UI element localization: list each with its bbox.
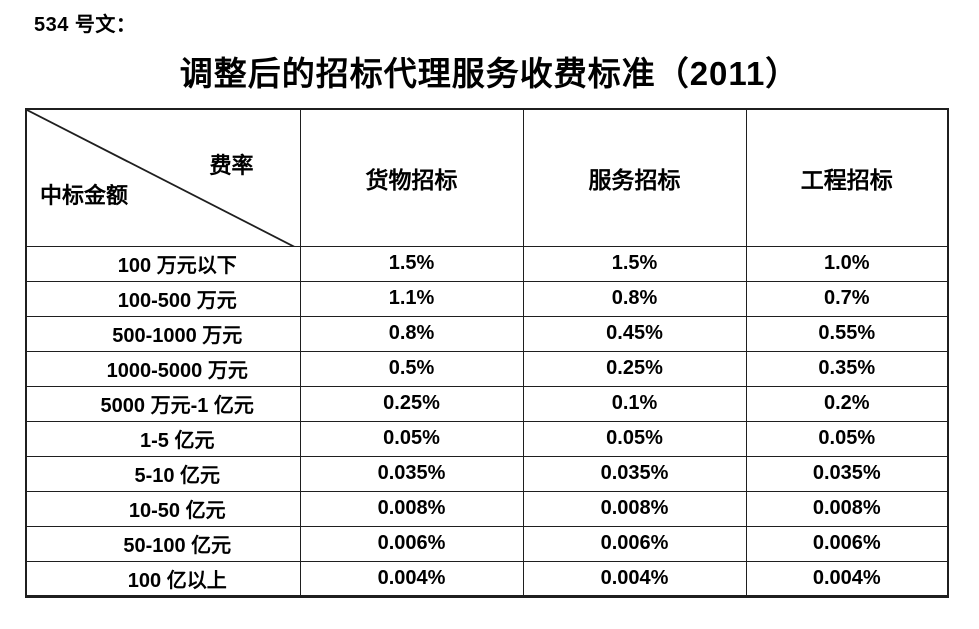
fee-cell: 1.0% bbox=[745, 245, 949, 282]
row-label: 100 亿以上 bbox=[25, 560, 301, 598]
fee-cell: 0.5% bbox=[299, 350, 524, 387]
fee-cell: 0.006% bbox=[522, 525, 747, 562]
table-row: 10-50 亿元 0.008% 0.008% 0.008% bbox=[25, 490, 949, 527]
fee-cell: 0.1% bbox=[522, 385, 747, 422]
row-label: 50-100 亿元 bbox=[25, 525, 301, 562]
fee-rate-table: 费率 中标金额 货物招标 服务招标 工程招标 100 万元以下 1.5% 1.5… bbox=[25, 108, 949, 598]
fee-cell: 0.008% bbox=[522, 490, 747, 527]
table-row: 1-5 亿元 0.05% 0.05% 0.05% bbox=[25, 420, 949, 457]
row-label: 5-10 亿元 bbox=[25, 455, 301, 492]
fee-cell: 0.004% bbox=[745, 560, 949, 598]
table-row: 50-100 亿元 0.006% 0.006% 0.006% bbox=[25, 525, 949, 562]
table-row: 5000 万元-1 亿元 0.25% 0.1% 0.2% bbox=[25, 385, 949, 422]
row-label: 100-500 万元 bbox=[25, 280, 301, 317]
fee-cell: 0.35% bbox=[745, 350, 949, 387]
corner-label-bid-amount: 中标金额 bbox=[40, 182, 129, 208]
fee-cell: 0.05% bbox=[299, 420, 524, 457]
fee-cell: 0.45% bbox=[522, 315, 747, 352]
table-row: 100 万元以下 1.5% 1.5% 1.0% bbox=[25, 245, 949, 282]
col-header-goods: 货物招标 bbox=[299, 108, 524, 247]
fee-cell: 1.5% bbox=[522, 245, 747, 282]
row-label: 10-50 亿元 bbox=[25, 490, 301, 527]
col-header-engineering: 工程招标 bbox=[745, 108, 949, 247]
diagonal-corner-cell: 费率 中标金额 bbox=[25, 108, 301, 247]
fee-cell: 0.035% bbox=[299, 455, 524, 492]
table-row: 100 亿以上 0.004% 0.004% 0.004% bbox=[25, 560, 949, 598]
diagonal-divider-line bbox=[27, 110, 300, 246]
fee-cell: 0.8% bbox=[522, 280, 747, 317]
fee-cell: 0.55% bbox=[745, 315, 949, 352]
fee-cell: 0.008% bbox=[745, 490, 949, 527]
fee-cell: 1.5% bbox=[299, 245, 524, 282]
row-label: 100 万元以下 bbox=[25, 245, 301, 282]
fee-cell: 0.006% bbox=[745, 525, 949, 562]
fee-cell: 0.035% bbox=[745, 455, 949, 492]
fee-cell: 0.004% bbox=[299, 560, 524, 598]
row-label: 5000 万元-1 亿元 bbox=[25, 385, 301, 422]
fee-cell: 0.2% bbox=[745, 385, 949, 422]
col-header-service: 服务招标 bbox=[522, 108, 747, 247]
doc-number: 534 号文： bbox=[34, 14, 137, 36]
row-label: 1000-5000 万元 bbox=[25, 350, 301, 387]
fee-cell: 0.8% bbox=[299, 315, 524, 352]
table-row: 1000-5000 万元 0.5% 0.25% 0.35% bbox=[25, 350, 949, 387]
fee-cell: 0.004% bbox=[522, 560, 747, 598]
fee-cell: 0.05% bbox=[745, 420, 949, 457]
fee-cell: 0.7% bbox=[745, 280, 949, 317]
fee-cell: 0.008% bbox=[299, 490, 524, 527]
fee-cell: 0.006% bbox=[299, 525, 524, 562]
corner-label-fee-rate: 费率 bbox=[209, 153, 254, 178]
page-title: 调整后的招标代理服务收费标准（2011） bbox=[179, 55, 800, 92]
table-row: 500-1000 万元 0.8% 0.45% 0.55% bbox=[25, 315, 949, 352]
fee-cell: 1.1% bbox=[299, 280, 524, 317]
row-label: 1-5 亿元 bbox=[25, 420, 301, 457]
row-label: 500-1000 万元 bbox=[25, 315, 301, 352]
table-row: 5-10 亿元 0.035% 0.035% 0.035% bbox=[25, 455, 949, 492]
fee-cell: 0.05% bbox=[522, 420, 747, 457]
table-header-row: 费率 中标金额 货物招标 服务招标 工程招标 bbox=[25, 108, 949, 247]
fee-cell: 0.035% bbox=[522, 455, 747, 492]
fee-cell: 0.25% bbox=[522, 350, 747, 387]
fee-cell: 0.25% bbox=[299, 385, 524, 422]
table-row: 100-500 万元 1.1% 0.8% 0.7% bbox=[25, 280, 949, 317]
